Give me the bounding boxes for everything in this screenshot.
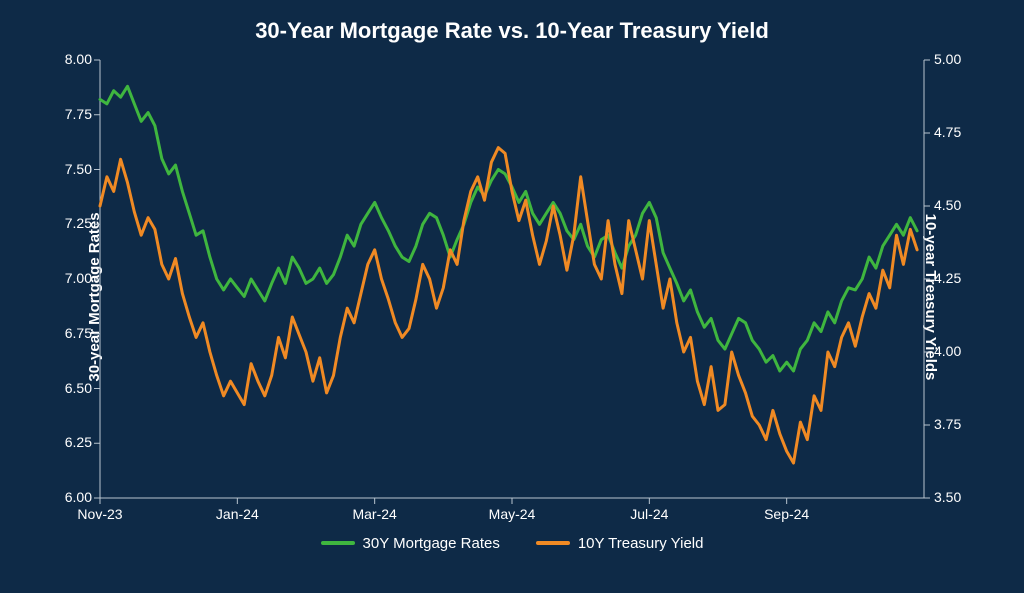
y-right-tick: 3.50 <box>934 489 984 505</box>
plot-area <box>100 60 924 498</box>
x-tick: Jan-24 <box>216 506 259 522</box>
x-tick: Jul-24 <box>630 506 668 522</box>
y-left-tick: 6.75 <box>42 325 92 341</box>
y-right-tick: 4.00 <box>934 343 984 359</box>
chart-title: 30-Year Mortgage Rate vs. 10-Year Treasu… <box>0 18 1024 44</box>
y-right-tick: 4.25 <box>934 270 984 286</box>
series-line <box>100 148 917 463</box>
x-tick: Sep-24 <box>764 506 809 522</box>
y-left-tick: 7.25 <box>42 215 92 231</box>
y-right-tick: 4.75 <box>934 124 984 140</box>
legend-swatch <box>321 541 355 545</box>
y-left-tick: 8.00 <box>42 51 92 67</box>
series-line <box>100 86 917 371</box>
y-right-tick: 4.50 <box>934 197 984 213</box>
y-right-tick: 3.75 <box>934 416 984 432</box>
y-left-tick: 7.75 <box>42 106 92 122</box>
legend-label: 10Y Treasury Yield <box>578 535 704 552</box>
x-tick: May-24 <box>489 506 536 522</box>
y-left-tick: 7.00 <box>42 270 92 286</box>
y-left-tick: 6.00 <box>42 489 92 505</box>
legend-label: 30Y Mortgage Rates <box>363 535 500 552</box>
x-tick: Nov-23 <box>77 506 122 522</box>
legend-item: 10Y Treasury Yield <box>536 535 704 552</box>
x-tick: Mar-24 <box>352 506 396 522</box>
legend-item: 30Y Mortgage Rates <box>321 535 500 552</box>
y-right-tick: 5.00 <box>934 51 984 67</box>
chart-container: 30-Year Mortgage Rate vs. 10-Year Treasu… <box>0 0 1024 593</box>
legend: 30Y Mortgage Rates 10Y Treasury Yield <box>0 532 1024 552</box>
legend-swatch <box>536 541 570 545</box>
y-left-tick: 6.25 <box>42 434 92 450</box>
y-left-tick: 6.50 <box>42 380 92 396</box>
y-left-tick: 7.50 <box>42 161 92 177</box>
